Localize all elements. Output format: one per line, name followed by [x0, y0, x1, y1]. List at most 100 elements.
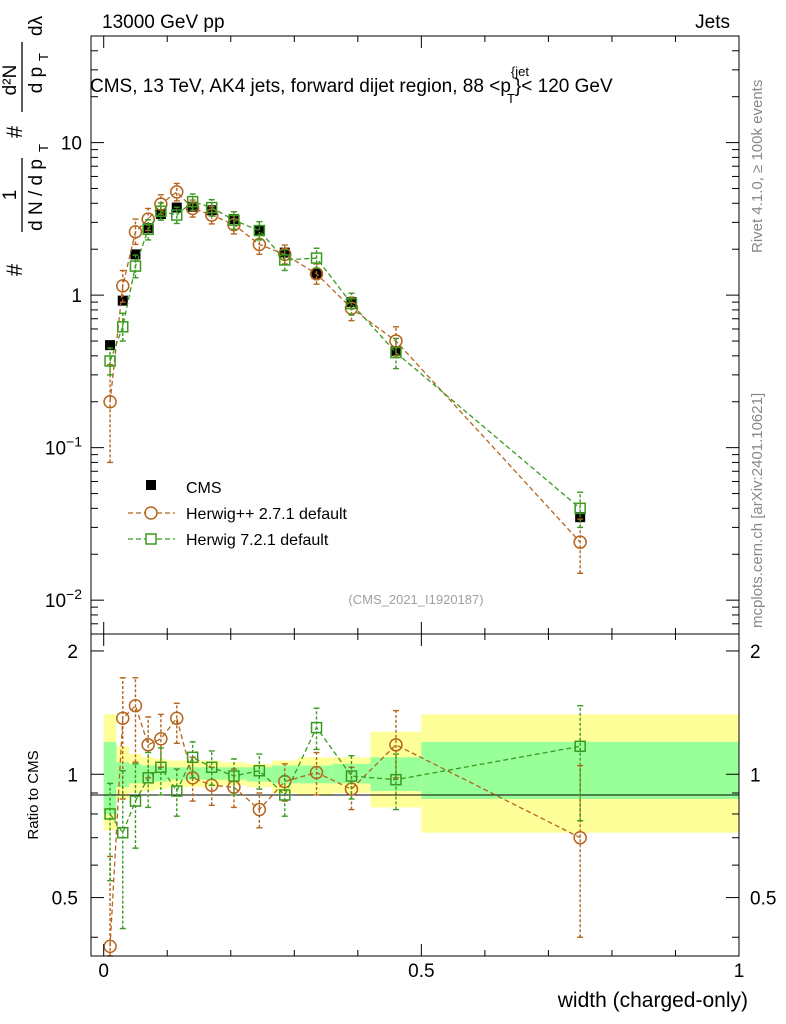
x-axis-label: width (charged-only) — [557, 989, 748, 1012]
main-y-axis-label: # 1 d N / d p T # d²N d p T dλ — [0, 15, 51, 276]
main-y-tick-label-exp: −1 — [66, 434, 82, 450]
herwig7-data-point — [228, 214, 240, 226]
ratio-green-band — [103, 741, 117, 814]
ratio-y-tick-label-right: 0.5 — [750, 889, 776, 910]
mcplots-label: mcplots.cern.ch [arXiv:2401.10621] — [749, 393, 766, 628]
main-y-tick-label: 10−2 — [45, 586, 82, 612]
herwigpp-data-point — [141, 212, 155, 226]
ratio-herwig7-point — [345, 770, 358, 782]
herwig7-data-point — [390, 346, 402, 359]
cms-data-point — [105, 340, 116, 351]
ratio-herwigpp-point — [252, 802, 267, 817]
herwigpp-data-point — [128, 225, 143, 239]
svg-text:d p: d p — [26, 67, 47, 93]
svg-text:#: # — [2, 263, 27, 276]
plot-title-sup: {jet — [511, 64, 529, 79]
ratio-herwig7-point — [310, 721, 323, 734]
ratio-herwigpp-point — [309, 765, 324, 780]
herwig7-data-point — [310, 252, 323, 264]
main-y-tick-label-base: 10 — [45, 591, 66, 612]
plot-title-end: }< 120 GeV — [515, 76, 613, 97]
svg-text:T: T — [36, 53, 51, 61]
ratio-bands — [103, 714, 739, 833]
ratio-ticks — [91, 634, 740, 956]
header-right: Jets — [695, 12, 730, 33]
svg-text:#: # — [2, 125, 27, 138]
rivet-label: Rivet 4.1.0, ≥ 100k events — [749, 80, 766, 253]
ratio-x-tick-label: 1 — [734, 961, 745, 982]
svg-text:dλ: dλ — [26, 15, 47, 36]
ratio-x-tick-label: 0.5 — [408, 961, 434, 982]
ratio-y-tick-label-left: 0.5 — [52, 889, 78, 910]
herwig7-data-point — [279, 254, 291, 266]
main-y-tick-label-exp: −2 — [66, 586, 82, 602]
svg-text:d N / d p: d N / d p — [26, 159, 47, 231]
main-ticks — [91, 35, 740, 635]
ratio-herwigpp-point — [170, 711, 184, 726]
ratio-herwigpp-point — [154, 732, 168, 746]
herwig7-data-point — [205, 201, 218, 214]
herwig7-data-point — [129, 260, 142, 272]
svg-text:d²N: d²N — [0, 65, 21, 96]
plot-title-main: CMS, 13 TeV, AK4 jets, forward dijet reg… — [90, 76, 511, 97]
ratio-y-tick-label-right: 1 — [750, 765, 761, 786]
ratio-x-tick-labels: 0 0.5 1 — [98, 961, 744, 982]
ratio-herwigpp-point — [116, 711, 130, 726]
legend-cms-marker — [146, 480, 156, 490]
ratio-y-tick-label-left: 1 — [67, 765, 78, 786]
legend: CMS Herwig++ 2.7.1 default Herwig 7.2.1 … — [128, 480, 348, 549]
legend-herwigpp-label: Herwig++ 2.7.1 default — [186, 506, 348, 523]
legend-herwig7-label: Herwig 7.2.1 default — [186, 532, 329, 549]
ratio-herwig7-point — [390, 773, 402, 786]
main-y-tick-label-base: 10 — [61, 134, 82, 155]
herwigpp-data-point — [103, 394, 117, 409]
herwig7-data-point — [186, 195, 199, 208]
herwig7-data-point — [253, 224, 266, 237]
main-series-line — [109, 191, 581, 543]
cms-data-point — [254, 225, 265, 236]
main-y-tick-label: 1 — [71, 286, 82, 307]
herwig7-data-point — [155, 205, 167, 217]
herwig7-data-point — [345, 297, 358, 310]
ratio-plot-frame — [90, 633, 740, 957]
ratio-green-band — [246, 767, 273, 782]
herwig7-data-point — [171, 209, 183, 221]
ratio-green-band — [297, 765, 333, 784]
ratio-green-band — [129, 763, 142, 784]
ratio-herwig7-point — [205, 761, 218, 774]
ratio-y-tick-labels: 0.5 0.5 1 1 2 2 — [52, 642, 777, 910]
ratio-series — [103, 677, 587, 957]
ratio-herwigpp-point — [141, 738, 155, 752]
legend-cms-label: CMS — [186, 480, 222, 497]
herwigpp-data-point — [170, 185, 184, 199]
ratio-herwig7-point — [574, 740, 586, 753]
legend-herwigpp-marker — [144, 506, 158, 520]
ratio-herwig7-point — [117, 826, 129, 839]
herwig7-data-point — [142, 223, 154, 236]
cms-data-point — [130, 249, 141, 260]
analysis-id: (CMS_2021_I1920187) — [348, 592, 483, 607]
ratio-herwigpp-point — [389, 738, 403, 752]
herwigpp-data-point — [116, 279, 130, 293]
ratio-plot: 0.5 0.51 12 2 0 0.5 1 Ratio to CMS width (cha… — [25, 633, 777, 1012]
ratio-herwig7-point — [253, 764, 266, 777]
header-left: 13000 GeV pp — [102, 12, 225, 33]
plot-title-sub: T — [507, 91, 515, 106]
ratio-herwig7-point — [129, 795, 142, 807]
ratio-herwig7-point — [228, 770, 240, 782]
ratio-herwig7-point — [186, 751, 199, 764]
legend-herwig7-marker — [145, 533, 157, 545]
svg-text:1: 1 — [0, 190, 21, 201]
ratio-y-tick-label-left: 2 — [67, 642, 78, 663]
ratio-herwigpp-point — [128, 698, 143, 713]
ratio-herwig7-point — [142, 772, 154, 784]
main-series — [103, 182, 587, 575]
ratio-y-tick-label-right: 2 — [750, 642, 761, 663]
svg-text:T: T — [36, 144, 51, 152]
ratio-herwigpp-point — [573, 830, 587, 845]
ratio-herwig7-point — [155, 761, 167, 774]
herwig7-data-point — [574, 502, 586, 515]
